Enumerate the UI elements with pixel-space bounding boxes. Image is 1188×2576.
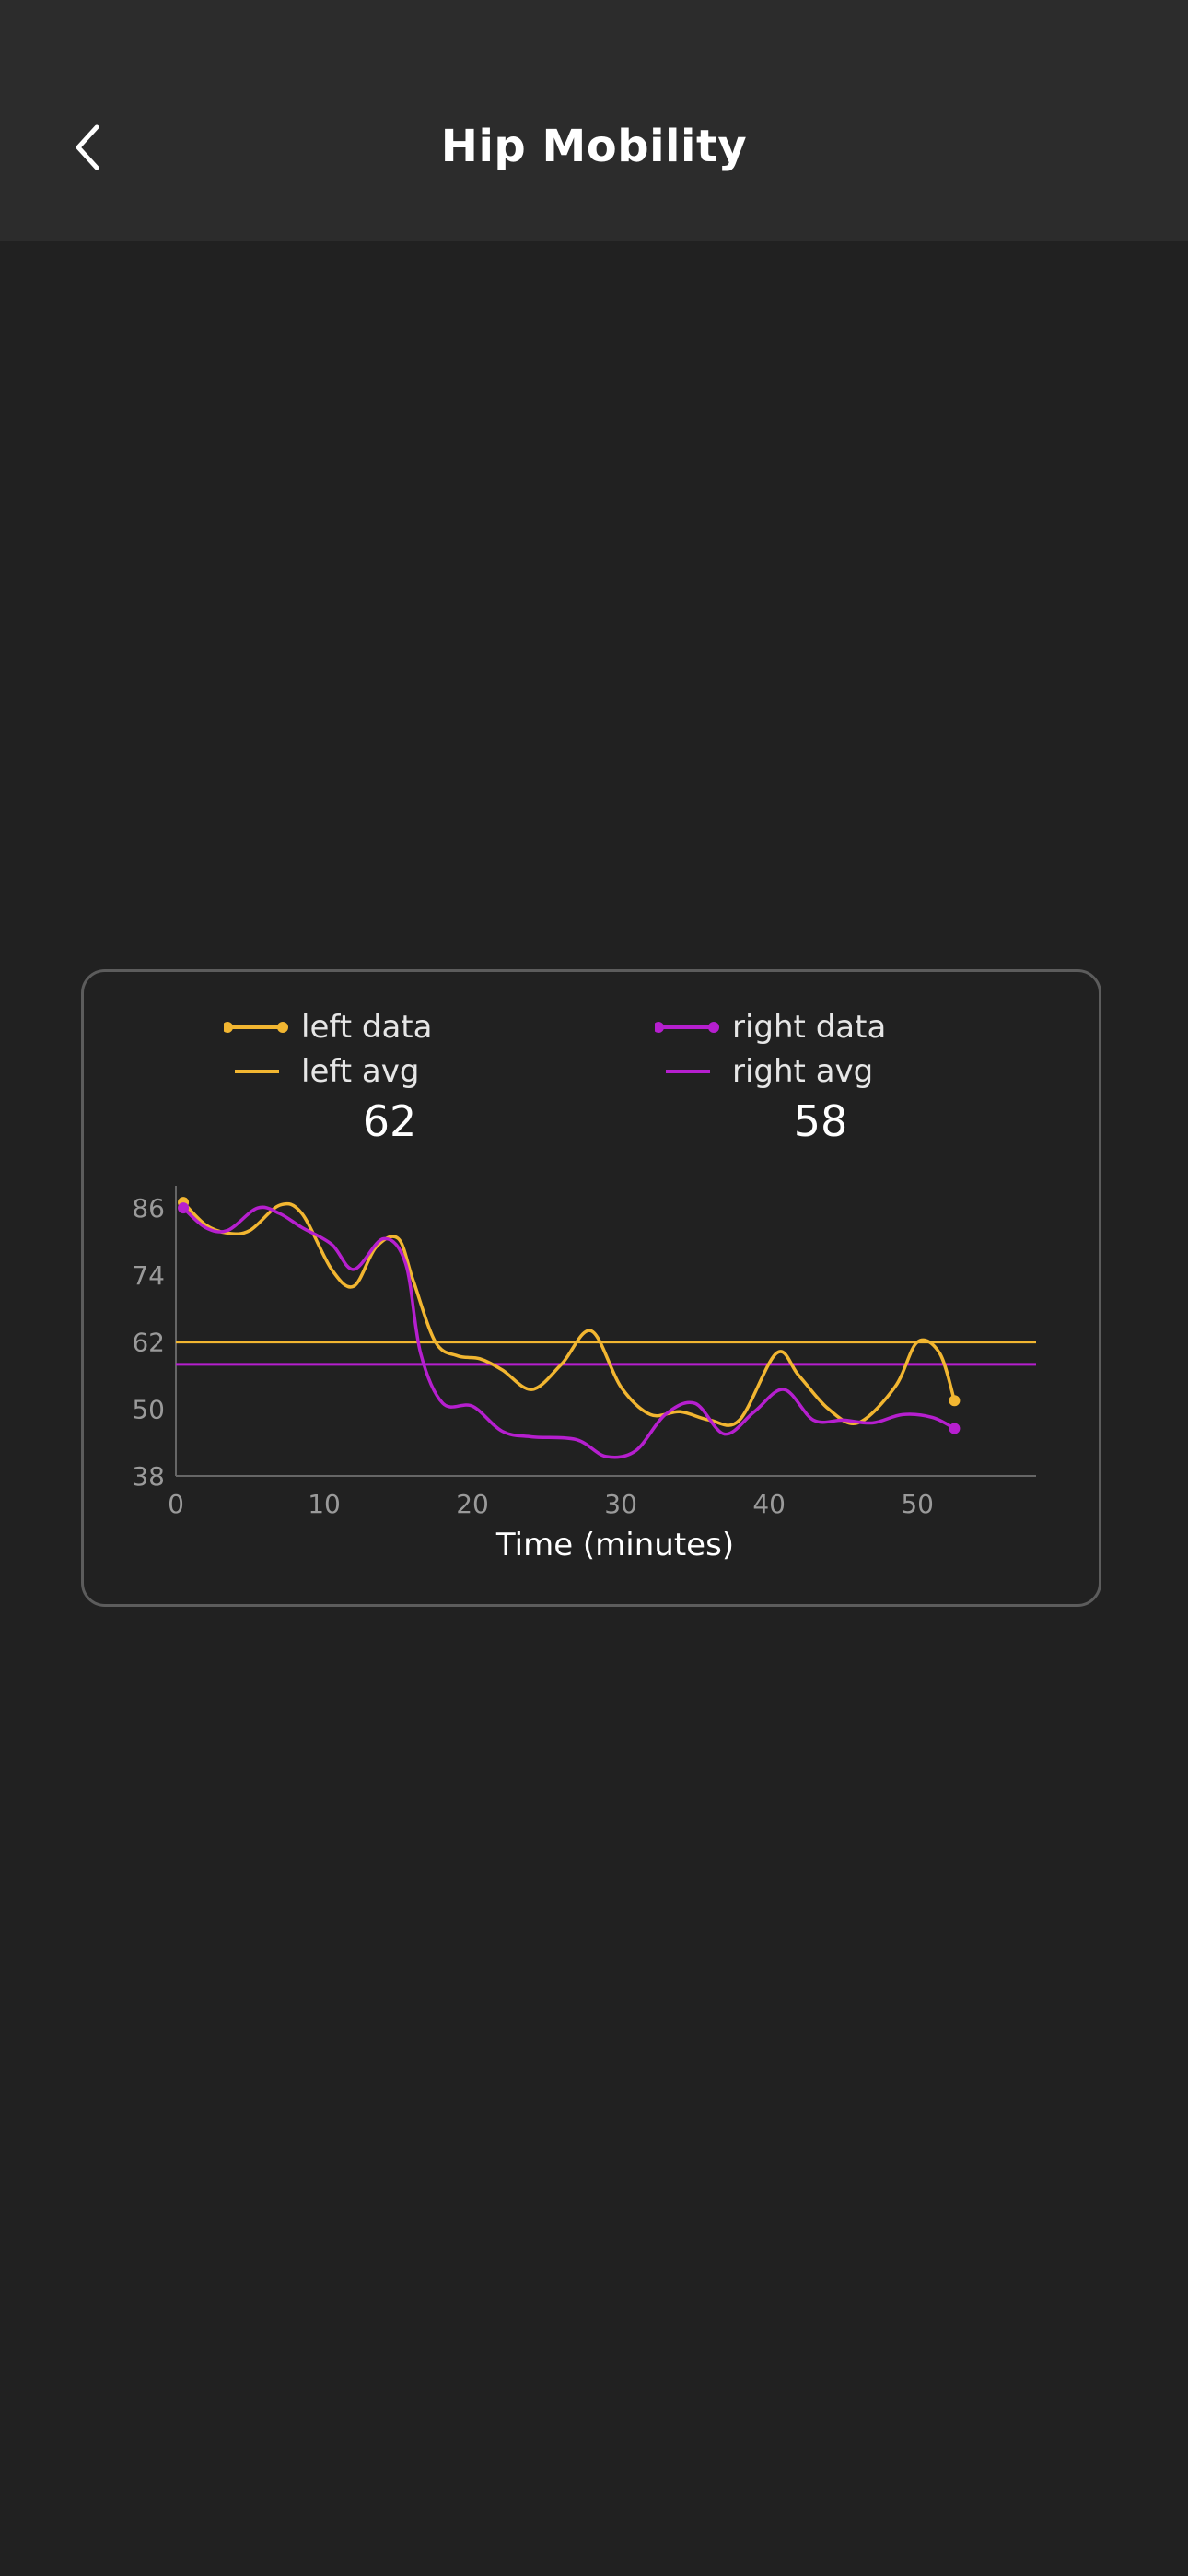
chevron-left-icon bbox=[76, 124, 99, 170]
x-tick-label: 40 bbox=[752, 1489, 786, 1519]
x-tick-label: 20 bbox=[456, 1489, 489, 1519]
legend-label-right-avg: right avg bbox=[732, 1053, 874, 1090]
left-data-line bbox=[181, 1200, 957, 1427]
header-bar: Hip Mobility bbox=[0, 0, 1188, 241]
y-tick-label: 50 bbox=[132, 1394, 165, 1424]
right-avg-value: 58 bbox=[793, 1096, 848, 1146]
line-chart: 86 74 62 50 380 10 20 30 40 50 Time (minutes) bbox=[132, 1186, 1036, 1563]
legend-item-right-avg[interactable]: right avg bbox=[655, 1050, 873, 1093]
y-tick-label: 38 bbox=[132, 1461, 165, 1492]
legend-swatch-right-avg bbox=[666, 1070, 710, 1073]
left-data-end-point bbox=[949, 1395, 961, 1407]
y-tick-label: 74 bbox=[132, 1260, 165, 1291]
x-tick-label: 10 bbox=[308, 1489, 341, 1519]
legend-label-left-data: left data bbox=[301, 1009, 433, 1046]
x-tick-label: 0 bbox=[168, 1489, 184, 1519]
legend-swatch-left-avg bbox=[235, 1070, 279, 1073]
x-tick-label: 50 bbox=[901, 1489, 934, 1519]
legend-item-left-data[interactable]: left data bbox=[224, 1006, 432, 1048]
legend-item-right-data[interactable]: right data bbox=[655, 1006, 886, 1048]
legend-swatch-right-data bbox=[655, 1022, 719, 1033]
legend-label-right-data: right data bbox=[732, 1009, 887, 1046]
legend-swatch-left-data bbox=[224, 1022, 288, 1033]
right-data-line bbox=[181, 1205, 957, 1459]
y-tick-label: 86 bbox=[132, 1193, 165, 1224]
left-avg-value: 62 bbox=[362, 1096, 417, 1146]
back-button[interactable] bbox=[55, 111, 120, 184]
legend-item-left-avg[interactable]: left avg bbox=[224, 1050, 419, 1093]
y-tick-label: 62 bbox=[132, 1328, 165, 1358]
x-tick-label: 30 bbox=[604, 1489, 637, 1519]
right-data-start-point bbox=[178, 1202, 190, 1214]
page-title: Hip Mobility bbox=[440, 121, 748, 172]
legend-label-left-avg: left avg bbox=[301, 1053, 420, 1090]
chart-card: left data left avg 62 right data right a… bbox=[81, 969, 1101, 1607]
x-axis-title: Time (minutes) bbox=[495, 1527, 734, 1563]
right-data-end-point bbox=[949, 1423, 961, 1434]
